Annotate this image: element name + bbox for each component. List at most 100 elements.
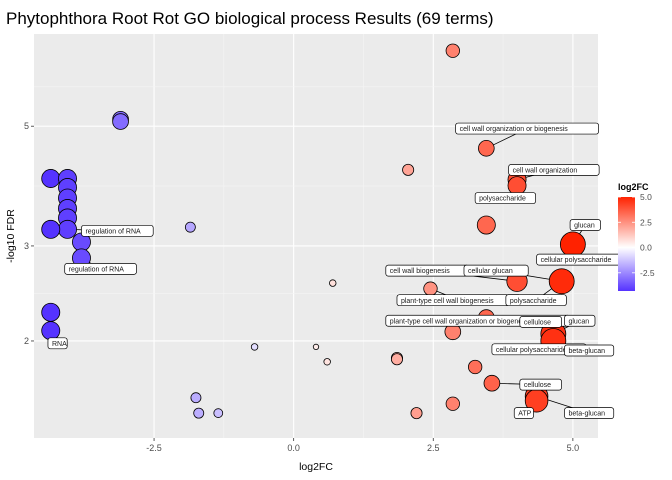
point-label-text: cell wall organization or biogenesis <box>460 126 569 133</box>
legend-tick-label: 0.0 <box>640 243 652 253</box>
y-tick-label: 2 <box>24 336 29 346</box>
point-label: ATP <box>513 407 534 419</box>
data-point <box>58 219 77 239</box>
data-point <box>410 407 423 420</box>
point-label: cellulose <box>519 378 562 391</box>
data-point <box>402 163 415 176</box>
color-legend: log2FC 5.0 2.5 0.0 -2.5 <box>618 182 655 291</box>
point-label-box <box>81 224 154 237</box>
data-points <box>41 43 586 420</box>
point-label: polysaccharide <box>474 192 536 204</box>
data-point <box>112 113 129 130</box>
legend-tick-label: 5.0 <box>640 192 652 202</box>
y-axis-title: -log10 FDR <box>5 209 17 263</box>
point-labels: cell wall organization or biogenesis cell… <box>47 122 632 419</box>
point-label-text: regulation of RNA <box>69 266 125 273</box>
point-label-text: cellular polysaccharide <box>496 347 567 354</box>
data-point <box>41 219 61 239</box>
point-label-box <box>508 164 600 176</box>
legend-tick-label: 2.5 <box>640 217 652 227</box>
point-label-text: ATP <box>518 411 531 418</box>
point-label-box <box>47 337 68 350</box>
legend-tick-label: -2.5 <box>640 268 655 278</box>
point-label-box <box>564 314 596 327</box>
point-label-box <box>519 315 562 328</box>
y-tick-label: 3 <box>24 241 29 251</box>
point-label-box <box>519 378 562 391</box>
y-tick-label: 5 <box>24 121 29 131</box>
point-label: beta-glucan <box>564 407 615 419</box>
data-point <box>41 302 61 322</box>
point-label-box <box>513 407 534 419</box>
point-label-box <box>463 264 529 277</box>
point-label-text: plant-type cell wall organization or bio… <box>390 318 531 325</box>
grid-lines <box>34 34 598 438</box>
point-label-text: cell wall biogenesis <box>390 268 450 275</box>
x-tick-label: -2.5 <box>146 443 162 453</box>
point-label: beta-glucan <box>564 344 615 357</box>
data-point <box>423 281 438 296</box>
data-point <box>445 43 460 58</box>
data-point <box>445 396 460 411</box>
data-point <box>190 392 202 404</box>
point-label-text: cellular glucan <box>468 268 513 275</box>
data-point <box>559 231 586 258</box>
data-point <box>312 343 320 351</box>
point-label: regulation of RNA <box>81 224 154 237</box>
point-label-text: cellulose <box>524 319 551 326</box>
point-label: regulation of RNA <box>64 263 137 275</box>
data-point <box>250 343 259 351</box>
point-label-box <box>564 344 615 357</box>
point-label-text: polysaccharide <box>510 298 557 305</box>
point-label-box <box>474 192 536 204</box>
legend-title: log2FC <box>618 182 649 192</box>
data-point <box>483 374 501 392</box>
point-label: plant-type cell wall biogenesis <box>396 294 522 307</box>
point-label-text: cellulose <box>524 382 551 389</box>
x-tick-label: 2.5 <box>427 443 440 453</box>
data-point <box>323 358 331 366</box>
data-point <box>184 221 196 233</box>
point-label-box <box>505 294 567 307</box>
data-point <box>548 268 575 295</box>
point-label: polysaccharide <box>505 294 567 307</box>
x-axis-title: log2FC <box>299 461 333 473</box>
data-point <box>213 408 224 418</box>
point-label-text: RNA <box>52 341 67 348</box>
point-label-text: beta-glucan <box>568 348 605 355</box>
data-point <box>329 279 337 287</box>
data-point <box>467 359 483 375</box>
x-tick-label: 0.0 <box>287 443 300 453</box>
point-label-box <box>564 407 615 419</box>
data-point <box>41 169 61 188</box>
point-label-box <box>569 219 601 231</box>
data-point <box>390 353 403 366</box>
point-label-text: cellular polysaccharide <box>541 257 612 264</box>
data-point <box>478 140 495 157</box>
legend-colorbar <box>618 197 635 291</box>
point-label-text: regulation of RNA <box>85 228 141 235</box>
point-label: cellular polysaccharide <box>536 253 632 266</box>
point-label-text: polysaccharide <box>479 196 526 203</box>
data-point <box>476 215 496 235</box>
point-label-text: beta-glucan <box>568 411 605 418</box>
point-label: cell wall organization or biogenesis <box>455 122 599 135</box>
point-label: glucan <box>569 219 601 231</box>
data-point <box>41 321 61 341</box>
point-label: cell wall biogenesis <box>385 264 470 277</box>
data-point <box>193 407 205 419</box>
point-label: cellulose <box>519 315 562 328</box>
chart-title: Phytophthora Root Rot GO biological proc… <box>6 9 494 28</box>
axis-ticks: -2.5 0.0 2.5 5.0 2 3 5 <box>24 121 579 453</box>
point-label: cellular glucan <box>463 264 529 277</box>
point-label-text: glucan <box>574 223 595 230</box>
point-label-box <box>455 122 599 135</box>
point-label: glucan <box>564 314 596 327</box>
point-label: RNA <box>47 337 68 350</box>
point-label-box <box>64 263 137 275</box>
data-point <box>507 176 527 196</box>
x-tick-label: 5.0 <box>567 443 580 453</box>
point-label-text: cell wall organization <box>513 167 578 174</box>
point-label-text: glucan <box>568 318 589 325</box>
